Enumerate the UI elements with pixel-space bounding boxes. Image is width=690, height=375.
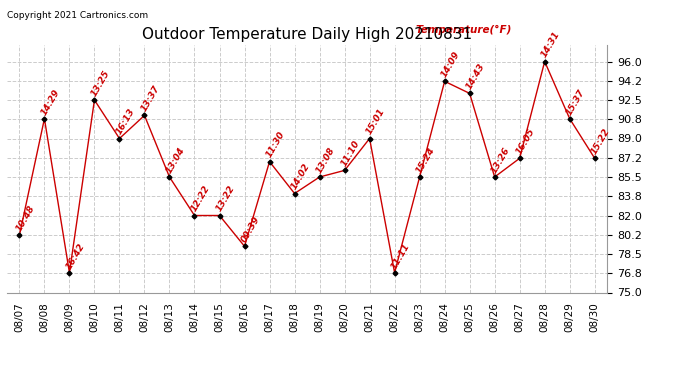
Text: 14:29: 14:29: [39, 87, 61, 117]
Text: 11:30: 11:30: [265, 130, 287, 159]
Text: 14:31: 14:31: [540, 30, 562, 59]
Text: 12:22: 12:22: [190, 184, 212, 213]
Text: 16:42: 16:42: [65, 241, 87, 270]
Text: 14:43: 14:43: [465, 62, 487, 91]
Text: 13:22: 13:22: [215, 184, 237, 213]
Text: 13:26: 13:26: [490, 146, 512, 175]
Text: 10:48: 10:48: [14, 204, 37, 233]
Text: 13:37: 13:37: [139, 84, 161, 113]
Text: 13:08: 13:08: [315, 146, 337, 175]
Text: 14:02: 14:02: [290, 162, 312, 191]
Text: 16:05: 16:05: [515, 127, 537, 156]
Title: Outdoor Temperature Daily High 20210831: Outdoor Temperature Daily High 20210831: [142, 27, 472, 42]
Text: Temperature(°F): Temperature(°F): [415, 25, 511, 35]
Text: 16:13: 16:13: [115, 107, 137, 136]
Text: 13:25: 13:25: [90, 69, 112, 98]
Text: Copyright 2021 Cartronics.com: Copyright 2021 Cartronics.com: [7, 11, 148, 20]
Text: 11:11: 11:11: [390, 241, 412, 270]
Text: 15:01: 15:01: [365, 107, 387, 136]
Text: 15:37: 15:37: [565, 87, 587, 117]
Text: 13:04: 13:04: [165, 146, 187, 175]
Text: 14:09: 14:09: [440, 50, 462, 79]
Text: 15:22: 15:22: [590, 127, 612, 156]
Text: 11:10: 11:10: [339, 139, 362, 168]
Text: 15:24: 15:24: [415, 146, 437, 175]
Text: 09:39: 09:39: [239, 215, 262, 244]
